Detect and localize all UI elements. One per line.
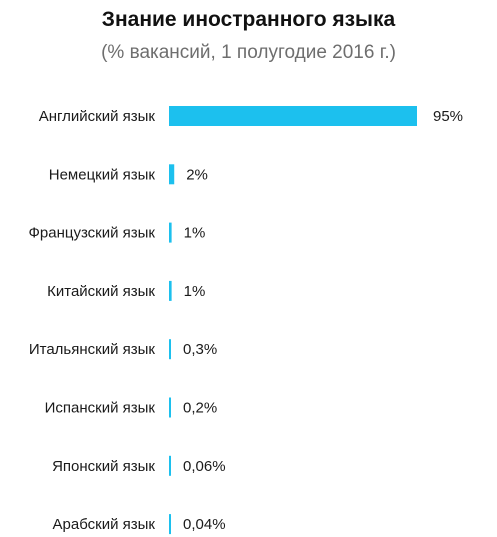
- category-label: Французский язык: [28, 225, 155, 242]
- value-label: 0,04%: [183, 516, 226, 533]
- value-label: 2%: [186, 166, 208, 183]
- chart-subtitle: (% вакансий, 1 полугодие 2016 г.): [101, 42, 396, 63]
- bar: [169, 339, 171, 360]
- category-label: Итальянский язык: [29, 341, 156, 358]
- bar: [169, 280, 172, 301]
- category-label: Арабский язык: [53, 516, 156, 533]
- category-label: Японский язык: [52, 458, 155, 475]
- chart-title: Знание иностранного языка: [101, 8, 396, 31]
- category-label: Испанский язык: [45, 400, 156, 417]
- value-label: 0,2%: [183, 400, 217, 417]
- category-label: Английский язык: [39, 108, 156, 125]
- value-label: 95%: [433, 108, 463, 125]
- bar: [169, 514, 171, 535]
- value-label: 1%: [184, 225, 206, 242]
- bar: [169, 164, 175, 185]
- bar: [169, 397, 171, 418]
- value-label: 0,06%: [183, 458, 226, 475]
- category-label: Немецкий язык: [49, 166, 156, 183]
- bar: [169, 222, 172, 243]
- category-label: Китайский язык: [47, 283, 155, 300]
- value-label: 1%: [184, 283, 206, 300]
- bar: [169, 106, 417, 126]
- value-label: 0,3%: [183, 341, 217, 358]
- bar: [169, 455, 171, 476]
